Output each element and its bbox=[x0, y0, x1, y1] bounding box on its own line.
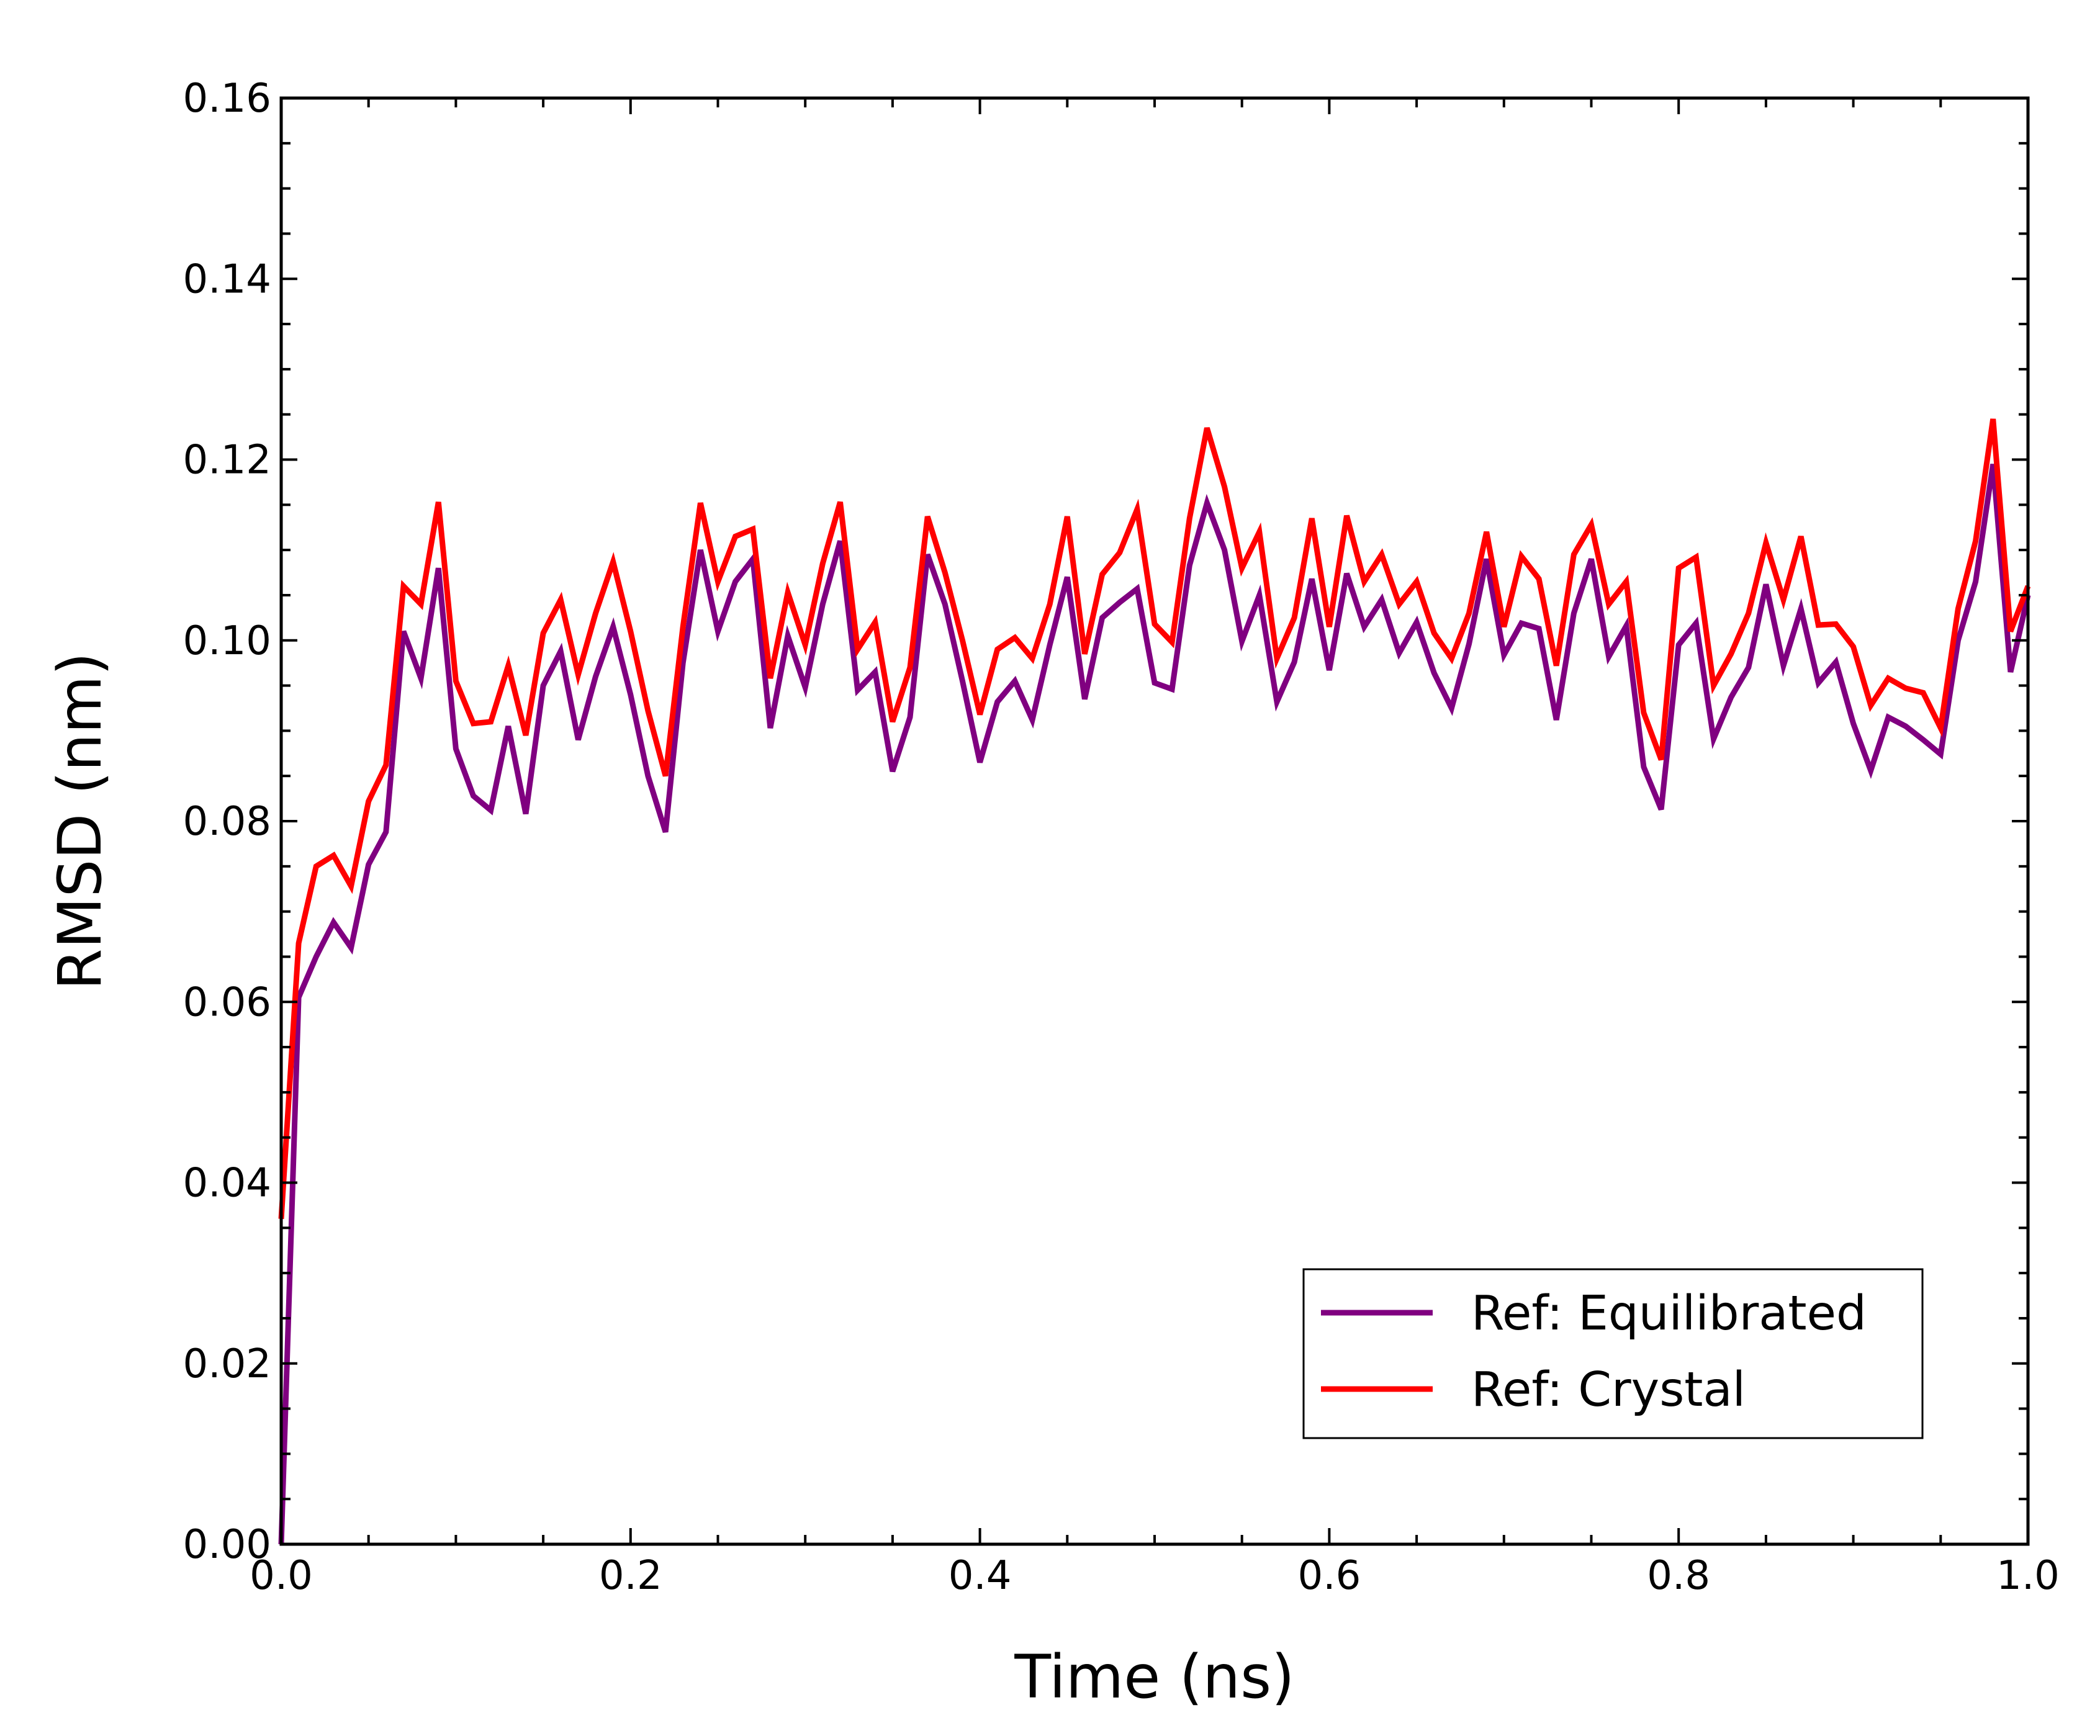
legend-box bbox=[1302, 1268, 1924, 1439]
x-tick-label: 0.0 bbox=[250, 1553, 313, 1599]
series-line-1 bbox=[278, 464, 2031, 1545]
x-tick-label: 0.8 bbox=[1647, 1553, 1710, 1599]
legend-label-1: Ref: Equilibrated bbox=[1471, 1286, 1867, 1341]
x-tick-label: 1.0 bbox=[1996, 1553, 2060, 1599]
y-tick-label: 0.06 bbox=[183, 979, 272, 1025]
legend-label-2: Ref: Crystal bbox=[1471, 1362, 1746, 1418]
y-tick-label: 0.12 bbox=[183, 438, 272, 483]
plot-area bbox=[278, 96, 2031, 1546]
x-tick-label: 0.6 bbox=[1298, 1553, 1361, 1599]
series-layer bbox=[278, 418, 2031, 1545]
tick-labels: 0.0 0.2 0.4 0.6 0.8 1.0 0.00 0.02 0.04 0.06 0.08 0.… bbox=[183, 76, 2060, 1599]
x-tick-label: 0.4 bbox=[949, 1553, 1012, 1599]
series-line-2 bbox=[278, 418, 2031, 1220]
y-tick-label: 0.08 bbox=[183, 799, 272, 845]
y-tick-label: 0.02 bbox=[183, 1341, 272, 1387]
y-tick-label: 0.16 bbox=[183, 76, 272, 122]
y-tick-label: 0.04 bbox=[183, 1161, 272, 1207]
y-tick-label: 0.00 bbox=[183, 1522, 272, 1568]
ticks-layer bbox=[280, 97, 2029, 1545]
x-axis-title: Time (ns) bbox=[1014, 1642, 1294, 1712]
y-axis-title: RMSD (nm) bbox=[45, 652, 115, 990]
x-tick-label: 0.2 bbox=[599, 1553, 662, 1599]
legend: Ref: Equilibrated Ref: Crystal bbox=[1302, 1268, 1924, 1439]
y-tick-label: 0.14 bbox=[183, 256, 272, 302]
y-tick-label: 0.10 bbox=[183, 618, 272, 664]
